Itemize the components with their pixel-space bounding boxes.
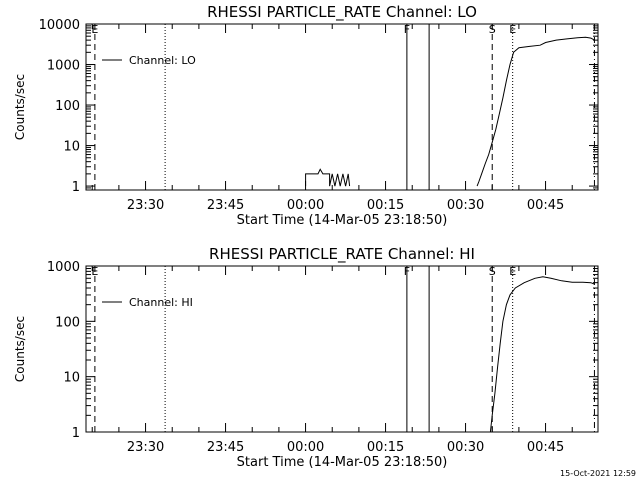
x-tick-label: 00:45: [527, 198, 564, 213]
x-tick-label: 00:00: [287, 198, 324, 213]
y-axis-label: Counts/sec: [13, 316, 27, 382]
series-line: [489, 276, 595, 433]
x-axis-label: Start Time (14-Mar-05 23:18:50): [237, 213, 448, 228]
x-tick-label: 00:45: [527, 440, 564, 455]
event-marker-label: F: [404, 23, 410, 36]
x-tick-label: 23:30: [127, 198, 164, 213]
y-tick-label: 100: [55, 315, 80, 330]
chart-panel-1: RHESSI PARTICLE_RATE Channel: HI Counts/s…: [13, 245, 599, 470]
event-marker-label: E: [509, 23, 516, 36]
event-marker-label: E: [509, 265, 516, 278]
y-tick-label: 10000: [39, 18, 80, 33]
x-tick-label: 00:30: [447, 440, 484, 455]
plot-frame: [85, 265, 599, 433]
x-tick-label: 00:00: [287, 440, 324, 455]
event-marker-label: F: [404, 265, 410, 278]
x-tick-label: 23:30: [127, 440, 164, 455]
y-tick-label: 1: [72, 180, 80, 195]
x-tick-label: 23:45: [207, 198, 244, 213]
y-tick-label: 1000: [47, 59, 80, 74]
event-marker-label: E: [91, 265, 98, 278]
x-tick-label: 00:30: [447, 198, 484, 213]
y-tick-label: 10: [63, 140, 80, 155]
series-line: [476, 36, 595, 187]
legend-label: Channel: LO: [129, 54, 196, 67]
series-line: [305, 168, 351, 187]
event-marker-label: S: [489, 23, 496, 36]
y-tick-label: 1000: [47, 260, 80, 275]
y-axis-label: Counts/sec: [13, 74, 27, 140]
y-tick-label: 1: [72, 426, 80, 441]
event-marker-label: S: [489, 265, 496, 278]
y-tick-label: 10: [63, 371, 80, 386]
y-tick-label: 100: [55, 99, 80, 114]
x-tick-label: 00:15: [367, 198, 404, 213]
event-marker-label: E: [91, 23, 98, 36]
chart-title: RHESSI PARTICLE_RATE Channel: LO: [207, 3, 477, 22]
plot-frame: [85, 23, 599, 191]
x-tick-label: 00:15: [367, 440, 404, 455]
x-tick-label: 23:45: [207, 440, 244, 455]
chart-panel-0: RHESSI PARTICLE_RATE Channel: LO Counts/s…: [13, 3, 599, 228]
x-axis-label: Start Time (14-Mar-05 23:18:50): [237, 455, 448, 470]
generation-timestamp: 15-Oct-2021 12:59: [560, 469, 636, 478]
chart-title: RHESSI PARTICLE_RATE Channel: HI: [209, 245, 475, 264]
legend-label: Channel: HI: [129, 296, 193, 309]
